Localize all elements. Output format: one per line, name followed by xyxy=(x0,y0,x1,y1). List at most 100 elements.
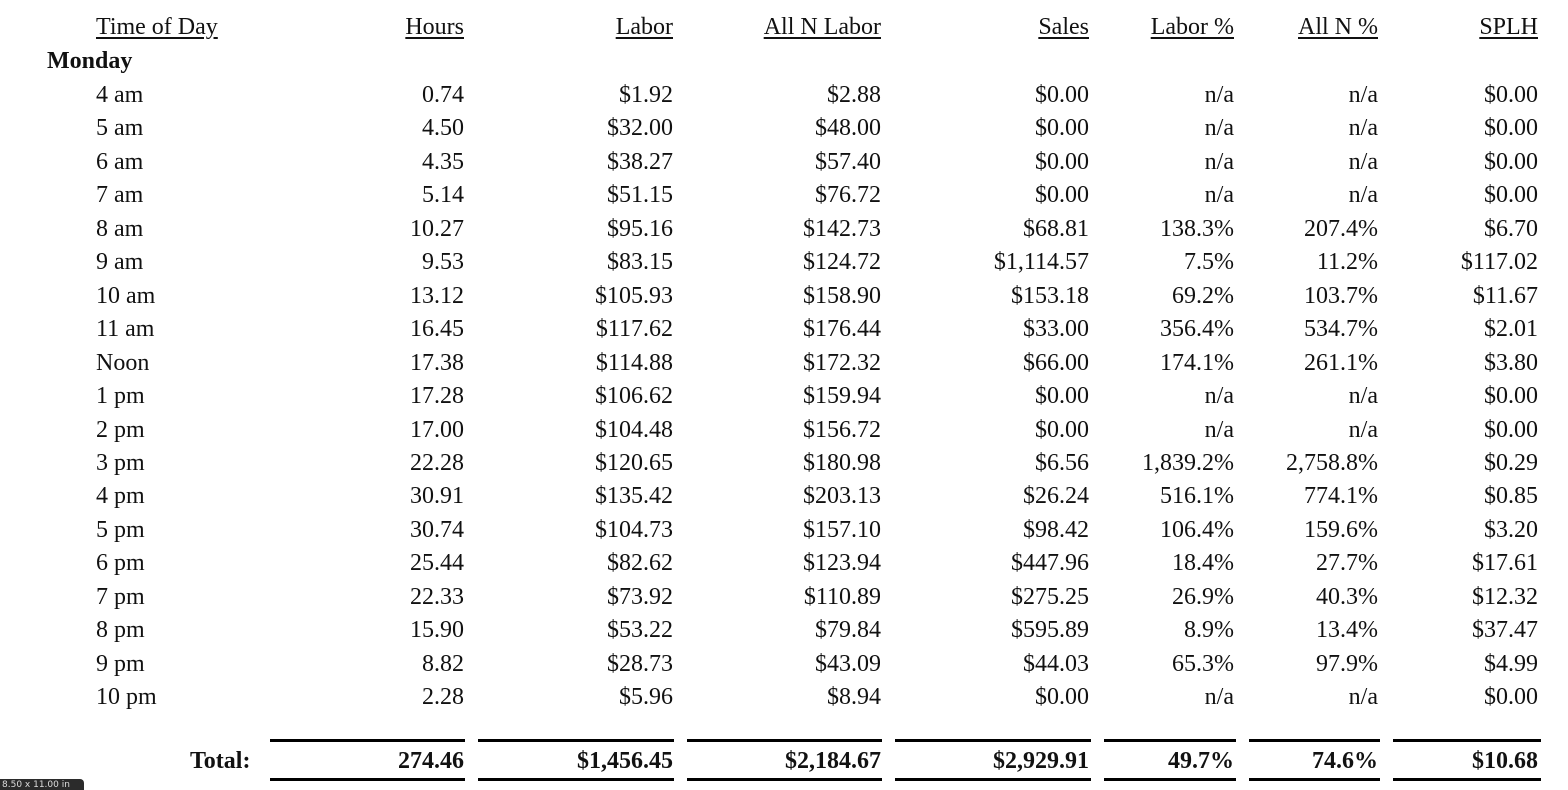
table-row: 7 am 5.14 $51.15 $76.72 $0.00 n/a n/a $0.00 xyxy=(0,179,1568,212)
cell-labor-pct: 516.1% xyxy=(1160,483,1234,510)
cell-labor-pct: n/a xyxy=(1204,82,1234,108)
header-hours: Hours xyxy=(405,14,464,40)
cell-splh: $0.00 xyxy=(1484,115,1538,142)
cell-sales: $0.00 xyxy=(1035,148,1089,175)
cell-all-n-labor: $76.72 xyxy=(815,182,881,209)
cell-labor-pct: n/a xyxy=(1204,148,1234,175)
cell-time: 7 am xyxy=(96,182,144,209)
cell-all-n-pct: 207.4% xyxy=(1304,215,1378,242)
cell-all-n-pct: n/a xyxy=(1348,416,1378,443)
cell-hours: 25.44 xyxy=(410,550,464,577)
cell-all-n-pct: n/a xyxy=(1348,383,1378,410)
total-hours: 274.46 xyxy=(398,748,464,774)
cell-all-n-labor: $43.09 xyxy=(815,650,881,677)
table-row: 3 pm 22.28 $120.65 $180.98 $6.56 1,839.2% 2,75… xyxy=(0,447,1568,480)
cell-all-n-pct: n/a xyxy=(1348,148,1378,175)
cell-all-n-labor: $172.32 xyxy=(803,349,881,376)
cell-all-n-pct: n/a xyxy=(1348,684,1378,711)
table-row: 6 am 4.35 $38.27 $57.40 $0.00 n/a n/a $0.00 xyxy=(0,146,1568,179)
cell-all-n-labor: $8.94 xyxy=(827,684,881,711)
cell-labor-pct: 7.5% xyxy=(1184,249,1234,276)
header-all-n-labor: All N Labor xyxy=(763,14,881,40)
cell-splh: $0.00 xyxy=(1484,383,1538,410)
cell-sales: $68.81 xyxy=(1023,215,1089,242)
table-row: 11 am 16.45 $117.62 $176.44 $33.00 356.4% 534.… xyxy=(0,313,1568,346)
header-splh: SPLH xyxy=(1479,14,1538,40)
cell-labor: $104.73 xyxy=(595,516,673,543)
cell-labor: $53.22 xyxy=(607,617,673,644)
cell-time: 4 am xyxy=(96,82,144,108)
cell-labor: $51.15 xyxy=(607,182,673,209)
cell-all-n-labor: $79.84 xyxy=(815,617,881,644)
cell-sales: $44.03 xyxy=(1023,650,1089,677)
header-sales: Sales xyxy=(1038,14,1089,40)
cell-splh: $4.99 xyxy=(1484,650,1538,677)
cell-labor: $32.00 xyxy=(607,115,673,142)
total-bar-all-n-labor xyxy=(687,739,882,781)
cell-all-n-labor: $203.13 xyxy=(803,483,881,510)
cell-time: 5 pm xyxy=(96,516,145,543)
cell-hours: 4.35 xyxy=(422,148,464,175)
cell-sales: $0.00 xyxy=(1035,82,1089,108)
table-row: 1 pm 17.28 $106.62 $159.94 $0.00 n/a n/a $0.00 xyxy=(0,380,1568,413)
cell-all-n-pct: n/a xyxy=(1348,115,1378,142)
total-bar-splh xyxy=(1393,739,1541,781)
cell-hours: 30.74 xyxy=(410,516,464,543)
total-sales: $2,929.91 xyxy=(993,748,1089,774)
cell-time: 2 pm xyxy=(96,416,145,443)
table-row: 9 am 9.53 $83.15 $124.72 $1,114.57 7.5% 11.2% $… xyxy=(0,246,1568,279)
cell-labor: $82.62 xyxy=(607,550,673,577)
cell-all-n-labor: $48.00 xyxy=(815,115,881,142)
cell-hours: 17.38 xyxy=(410,349,464,376)
cell-sales: $0.00 xyxy=(1035,684,1089,711)
cell-labor: $38.27 xyxy=(607,148,673,175)
cell-splh: $6.70 xyxy=(1484,215,1538,242)
cell-hours: 9.53 xyxy=(422,249,464,276)
cell-sales: $0.00 xyxy=(1035,416,1089,443)
cell-splh: $0.29 xyxy=(1484,449,1538,476)
cell-all-n-labor: $158.90 xyxy=(803,282,881,309)
cell-splh: $0.00 xyxy=(1484,416,1538,443)
table-row: 10 am 13.12 $105.93 $158.90 $153.18 69.2% 103.… xyxy=(0,280,1568,313)
cell-all-n-labor: $110.89 xyxy=(803,583,881,610)
cell-labor: $120.65 xyxy=(595,449,673,476)
cell-time: 1 pm xyxy=(96,383,145,410)
cell-sales: $153.18 xyxy=(1011,282,1089,309)
cell-hours: 8.82 xyxy=(422,650,464,677)
cell-all-n-labor: $57.40 xyxy=(815,148,881,175)
cell-time: 6 am xyxy=(96,148,144,175)
cell-hours: 30.91 xyxy=(410,483,464,510)
total-bar-all-n-pct xyxy=(1249,739,1380,781)
cell-labor-pct: 106.4% xyxy=(1160,516,1234,543)
cell-all-n-pct: 261.1% xyxy=(1304,349,1378,376)
table-row: 7 pm 22.33 $73.92 $110.89 $275.25 26.9% 40.3% $… xyxy=(0,581,1568,614)
cell-sales: $447.96 xyxy=(1011,550,1089,577)
cell-hours: 22.28 xyxy=(410,449,464,476)
cell-splh: $0.85 xyxy=(1484,483,1538,510)
cell-hours: 15.90 xyxy=(410,617,464,644)
table-row: 8 am 10.27 $95.16 $142.73 $68.81 138.3% 207.4%… xyxy=(0,213,1568,246)
cell-time: 9 pm xyxy=(96,650,145,677)
cell-splh: $37.47 xyxy=(1472,617,1538,644)
cell-hours: 0.74 xyxy=(422,82,464,108)
cell-time: 8 am xyxy=(96,215,144,242)
cell-labor: $105.93 xyxy=(595,282,673,309)
total-bar-hours xyxy=(270,739,465,781)
cell-labor-pct: n/a xyxy=(1204,383,1234,410)
total-all-n-pct: 74.6% xyxy=(1312,748,1378,774)
cell-all-n-pct: 159.6% xyxy=(1304,516,1378,543)
cell-hours: 22.33 xyxy=(410,583,464,610)
cell-hours: 5.14 xyxy=(422,182,464,209)
cell-all-n-pct: 774.1% xyxy=(1304,483,1378,510)
cell-splh: $2.01 xyxy=(1484,316,1538,343)
cell-all-n-pct: 13.4% xyxy=(1316,617,1378,644)
cell-sales: $1,114.57 xyxy=(993,249,1089,276)
cell-labor-pct: 26.9% xyxy=(1172,583,1234,610)
cell-all-n-labor: $176.44 xyxy=(803,316,881,343)
cell-labor: $106.62 xyxy=(595,383,673,410)
cell-all-n-pct: 27.7% xyxy=(1316,550,1378,577)
cell-time: Noon xyxy=(96,349,150,376)
cell-splh: $3.20 xyxy=(1484,516,1538,543)
cell-splh: $12.32 xyxy=(1472,583,1538,610)
cell-hours: 4.50 xyxy=(422,115,464,142)
